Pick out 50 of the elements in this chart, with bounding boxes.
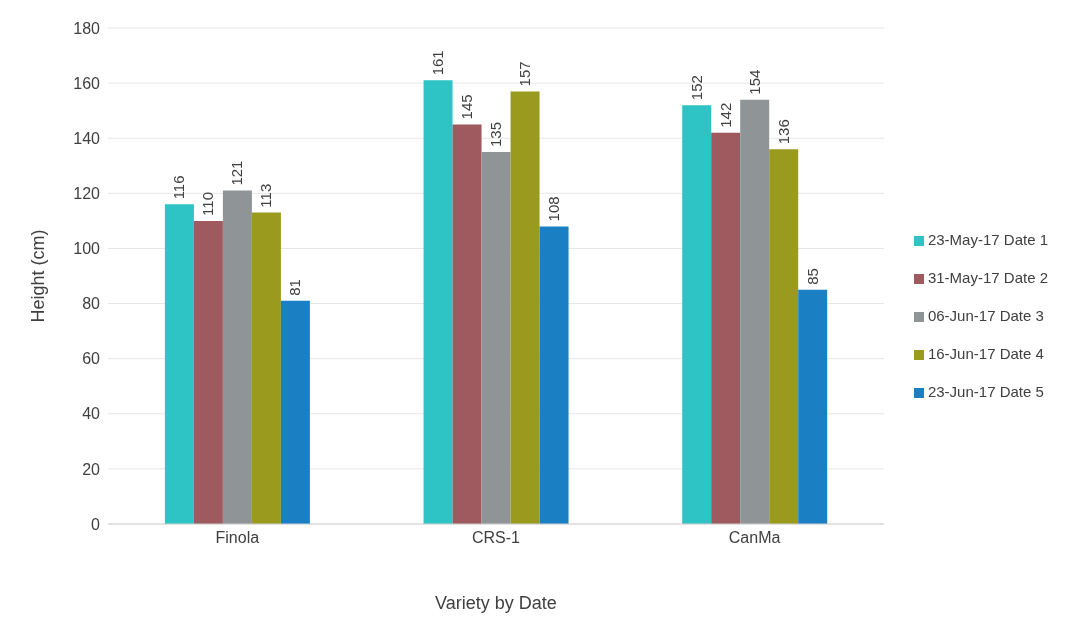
data-label: 81 (286, 279, 304, 296)
legend-label: 23-May-17 Date 1 (927, 231, 1048, 248)
bar (682, 105, 712, 524)
y-tick-label: 20 (82, 460, 101, 478)
data-label: 85 (803, 268, 821, 285)
x-tick-label: CanMa (728, 529, 781, 547)
y-tick-label: 60 (82, 350, 101, 368)
bar (280, 300, 310, 524)
data-label: 108 (545, 196, 563, 222)
bar (740, 99, 770, 524)
bar (423, 80, 453, 524)
y-tick-label: 160 (73, 74, 101, 92)
data-label: 116 (170, 175, 188, 200)
data-label: 136 (774, 119, 792, 145)
data-label: 113 (257, 183, 275, 208)
data-label: 145 (458, 94, 476, 120)
y-tick-label: 180 (73, 19, 101, 37)
x-axis-title: Variety by Date (435, 593, 557, 613)
data-label: 121 (228, 160, 246, 186)
legend-label: 16-Jun-17 Date 4 (927, 345, 1044, 362)
bar (539, 226, 569, 524)
bar (452, 124, 482, 524)
data-label: 154 (745, 69, 763, 95)
data-label: 142 (716, 102, 734, 128)
y-tick-label: 120 (73, 185, 101, 203)
bar (193, 220, 223, 524)
data-label: 161 (429, 50, 447, 76)
y-tick-label: 140 (73, 129, 101, 147)
x-tick-label: Finola (215, 529, 260, 547)
legend-label: 31-May-17 Date 2 (927, 269, 1048, 286)
x-tick-label: CRS-1 (471, 529, 521, 547)
bar (481, 152, 511, 524)
y-tick-label: 80 (82, 295, 101, 313)
legend-label: 23-Jun-17 Date 5 (927, 383, 1044, 400)
legend-label: 06-Jun-17 Date 3 (927, 307, 1044, 324)
y-axis-title: Height (cm) (28, 229, 49, 323)
y-tick-label: 40 (82, 405, 101, 423)
y-tick-label: 0 (91, 515, 101, 533)
data-label: 152 (687, 75, 705, 101)
data-label: 135 (487, 121, 505, 147)
data-label: 110 (199, 191, 217, 216)
y-tick-label: 100 (73, 240, 101, 258)
bar (164, 204, 194, 524)
bar (798, 289, 828, 524)
bar (711, 132, 741, 524)
data-label: 157 (516, 61, 534, 87)
bar (769, 149, 799, 524)
bar (251, 212, 281, 524)
bar (222, 190, 252, 524)
bar (510, 91, 540, 524)
